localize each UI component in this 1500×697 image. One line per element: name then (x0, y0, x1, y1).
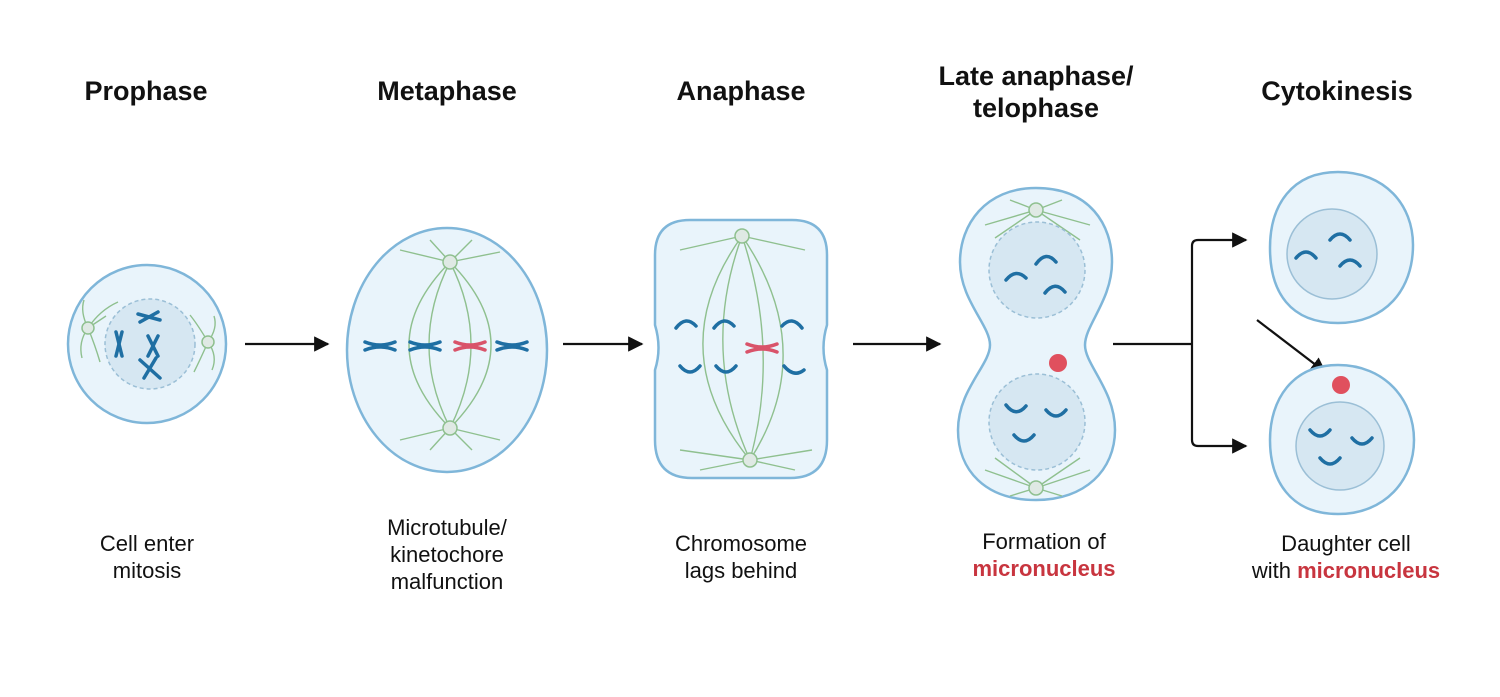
caption-prophase-line2: mitosis (112, 558, 182, 583)
caption-cytokinesis: Daughter cell with micronucleus (1252, 530, 1440, 584)
metaphase-chromosomes (363, 340, 529, 352)
daughter-cell-top (1268, 170, 1415, 325)
title-cytokinesis: Cytokinesis (1261, 76, 1413, 106)
caption-metaphase: Microtubule/ kinetochore malfunction (387, 514, 507, 595)
caption-anaphase-line2: lags behind (684, 558, 798, 583)
telophase-nucleus-top (988, 221, 1086, 319)
prophase-nucleus (104, 298, 196, 390)
caption-telophase: Formation of micronucleus (972, 528, 1115, 582)
title-late-anaphase: Late anaphase/ telophase (938, 60, 1133, 124)
arrow-to-micronucleus (1256, 319, 1327, 373)
caption-anaphase: Chromosome lags behind (675, 530, 807, 584)
telophase-cell (956, 186, 1117, 502)
title-prophase: Prophase (84, 76, 208, 106)
caption-prophase-line1: Cell enter (99, 531, 195, 556)
caption-telophase-line1: Formation of (982, 529, 1106, 554)
telophase-nucleus-bottom (988, 373, 1086, 471)
caption-prophase: Cell enter mitosis (100, 530, 194, 584)
lagging-chromosome (745, 342, 779, 354)
caption-cytokinesis-highlight: micronucleus (1297, 558, 1441, 583)
metaphase-cell (345, 226, 549, 474)
caption-metaphase-line1: Microtubule/ (387, 515, 507, 540)
caption-anaphase-line1: Chromosome (674, 531, 808, 556)
title-metaphase: Metaphase (377, 76, 517, 106)
micronucleus-daughter (1332, 376, 1350, 394)
caption-cytokinesis-prefix: with (1251, 558, 1291, 583)
telophase-chromosomes (1004, 254, 1068, 443)
anaphase-cell (653, 218, 829, 480)
prophase-cell (66, 263, 228, 425)
title-late-anaphase-line1: Late anaphase/ (938, 61, 1134, 91)
anaphase-spindle (679, 235, 813, 471)
telophase-spindle-top (984, 199, 1091, 241)
title-late-anaphase-line2: telophase (972, 93, 1100, 123)
caption-metaphase-line2: kinetochore (390, 542, 504, 567)
branch-arrow (1113, 232, 1248, 454)
micronucleus-telophase (1049, 354, 1067, 372)
caption-telophase-highlight: micronucleus (972, 556, 1116, 581)
title-anaphase: Anaphase (676, 76, 806, 106)
caption-metaphase-line3: malfunction (390, 569, 504, 594)
prophase-chromosomes (114, 310, 162, 380)
anaphase-chromosomes (674, 319, 806, 375)
caption-cytokinesis-line2: with micronucleus (1252, 557, 1440, 584)
caption-cytokinesis-line1: Daughter cell (1281, 531, 1411, 556)
daughter-cell-bottom (1268, 363, 1416, 516)
